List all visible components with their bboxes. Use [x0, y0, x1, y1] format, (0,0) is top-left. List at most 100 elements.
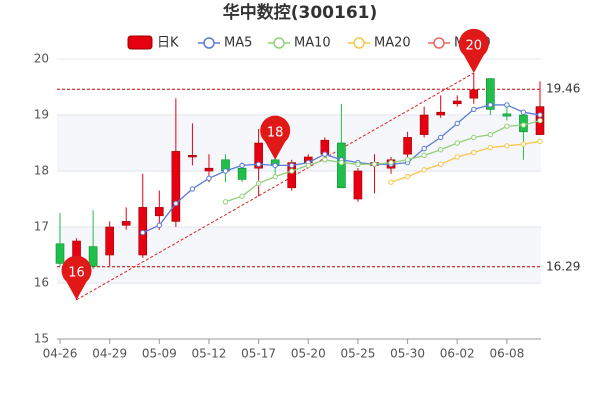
ma-point — [206, 175, 212, 181]
ma-point — [322, 151, 328, 157]
candle-body — [436, 111, 445, 116]
ma-point — [520, 141, 527, 147]
candle-body — [155, 207, 164, 217]
x-tick-label: 05-12 — [192, 347, 227, 361]
grid-band — [57, 227, 541, 283]
ma-point — [355, 161, 361, 167]
legend-swatch — [127, 35, 153, 50]
ma-point — [289, 168, 295, 174]
y-tick-label: 18 — [34, 164, 49, 178]
candle-body — [171, 151, 181, 222]
x-tick-label: 05-20 — [291, 347, 326, 361]
candle-body — [188, 155, 197, 158]
ma-point — [173, 200, 179, 207]
ma-point — [305, 162, 311, 169]
legend-dot — [273, 37, 285, 49]
reference-label: 16.29 — [546, 259, 580, 273]
ma-point — [537, 112, 543, 118]
ma-point — [371, 161, 378, 167]
candle-body — [204, 167, 214, 172]
ma-point — [140, 229, 146, 236]
ma-point — [338, 159, 345, 166]
ma-point — [421, 145, 427, 152]
candle-body — [403, 137, 412, 155]
legend-dot — [433, 37, 445, 49]
legend-label: 日K — [157, 36, 179, 51]
ma-point — [156, 222, 163, 229]
ma-point — [487, 131, 494, 138]
ma-point — [388, 179, 394, 185]
ma-point — [421, 167, 427, 173]
ma-point — [239, 193, 245, 199]
ma-point — [487, 102, 494, 108]
marker-label: 18 — [267, 125, 284, 140]
ma-point — [537, 117, 543, 124]
candle-body — [237, 167, 247, 180]
y-tick-label: 16 — [34, 276, 49, 290]
ma-point — [255, 161, 262, 167]
ma-point — [504, 143, 510, 149]
ma-point — [454, 140, 460, 146]
ma-point — [255, 180, 262, 187]
candle-body — [254, 142, 263, 169]
ma-point — [404, 157, 411, 163]
legend-dot — [203, 37, 215, 49]
legend-label: MA10 — [294, 36, 331, 51]
y-tick-label: 17 — [34, 220, 49, 234]
y-tick-label: 19 — [34, 108, 49, 122]
ma-point — [454, 154, 460, 160]
candle-body — [353, 170, 363, 200]
reference-label: 19.46 — [546, 82, 580, 96]
ma-point — [437, 161, 444, 167]
chart-title: 华中数控(300161) — [223, 2, 378, 23]
candle-body — [287, 162, 297, 189]
ma-point — [189, 186, 196, 192]
ma-point — [437, 134, 444, 141]
candle-body — [337, 142, 346, 189]
ma-point — [471, 134, 477, 141]
x-tick-label: 06-02 — [440, 347, 475, 361]
ma-point — [421, 152, 427, 159]
marker-label: 16 — [68, 265, 85, 280]
ma-point — [437, 147, 444, 153]
ma-point — [322, 157, 328, 163]
marker-pin — [61, 255, 92, 300]
candle-body — [88, 246, 98, 267]
ma-point — [471, 149, 477, 156]
ma-line — [390, 140, 541, 183]
ma-point — [222, 168, 229, 174]
legend-label: MA20 — [374, 36, 411, 51]
ma-point — [504, 123, 510, 129]
ma-point — [471, 106, 477, 113]
ma-point — [487, 144, 494, 151]
marker-pin — [260, 115, 291, 160]
candle-body — [105, 226, 114, 256]
marker-label: 20 — [466, 39, 483, 54]
y-tick-label: 20 — [34, 52, 49, 66]
ma-point — [520, 109, 527, 115]
ma-line — [225, 119, 541, 203]
ma-point — [272, 173, 278, 180]
grid-band — [57, 115, 541, 171]
candle-body — [452, 100, 462, 105]
x-tick-label: 04-26 — [43, 347, 78, 361]
trend-line — [76, 72, 475, 301]
ma-point — [537, 138, 543, 145]
ma-point — [239, 162, 245, 169]
candle-body — [55, 243, 65, 264]
ma-point — [504, 102, 510, 108]
ma-point — [454, 120, 460, 127]
x-tick-label: 06-08 — [489, 347, 524, 361]
legend-label: MA5 — [224, 36, 252, 51]
ma-point — [222, 199, 229, 205]
candle-body — [502, 113, 512, 117]
ma-point — [272, 162, 278, 169]
ma-point — [520, 122, 527, 128]
x-tick-label: 04-29 — [92, 347, 127, 361]
x-tick-label: 05-30 — [390, 347, 425, 361]
candle-body — [121, 221, 131, 226]
candle-body — [469, 89, 479, 99]
legend-dot — [353, 37, 365, 49]
ma-point — [289, 162, 295, 169]
